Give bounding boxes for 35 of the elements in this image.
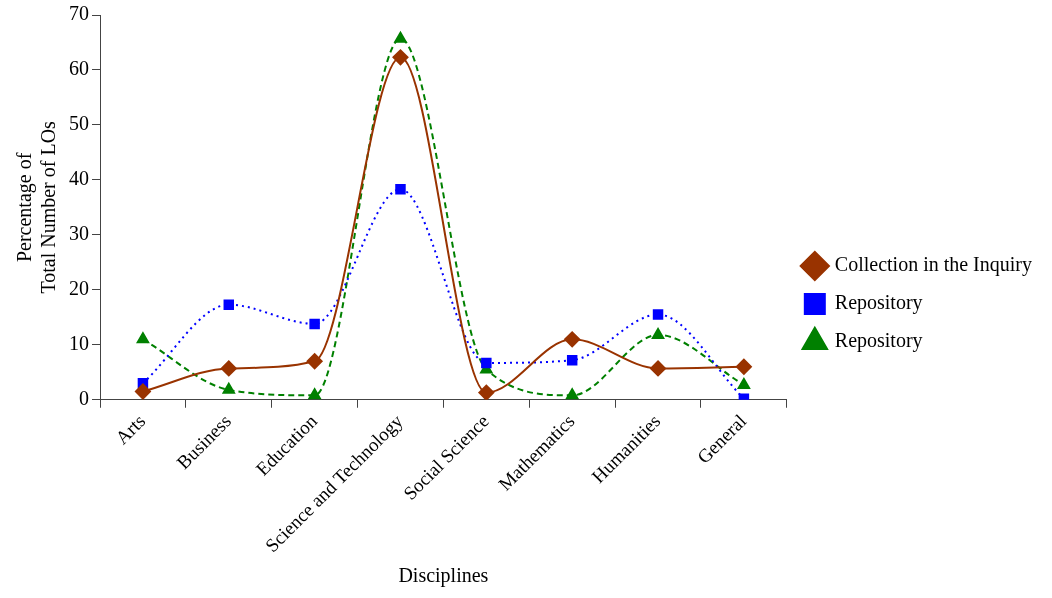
point: [134, 383, 151, 400]
y-tick-label: 10: [69, 332, 89, 355]
y-tick-label: 0: [79, 387, 89, 410]
y-tick-label: 40: [69, 167, 89, 190]
x-axis-title: Disciplines: [398, 564, 489, 588]
point: [650, 360, 667, 377]
x-tick-label: Arts: [111, 410, 150, 449]
point: [651, 327, 665, 339]
y-tick-label: 60: [69, 57, 89, 80]
y-tick-label: 30: [69, 222, 89, 245]
point: [735, 358, 752, 375]
legend-label: Repository: [834, 291, 923, 315]
point: [220, 360, 237, 377]
point: [309, 318, 320, 330]
point: [566, 354, 578, 366]
point: [737, 377, 751, 389]
point: [136, 332, 150, 344]
y-tick-label: 20: [69, 277, 89, 300]
point: [478, 384, 495, 400]
point: [395, 184, 406, 195]
y-tick-label: 50: [69, 112, 89, 135]
point: [392, 49, 409, 66]
point: [481, 357, 492, 369]
point: [222, 382, 235, 394]
point: [306, 353, 323, 370]
point: [394, 31, 407, 43]
point: [223, 299, 235, 310]
legend-label: Repository: [834, 329, 923, 353]
point: [308, 388, 321, 400]
point: [652, 309, 664, 320]
y-axis-title: Percentage of Total Number of LOs: [13, 120, 60, 294]
point: [565, 388, 579, 400]
legend-label: Collection in the Inquiry: [834, 253, 1032, 277]
y-tick-label: 70: [69, 2, 89, 25]
point: [564, 331, 581, 348]
